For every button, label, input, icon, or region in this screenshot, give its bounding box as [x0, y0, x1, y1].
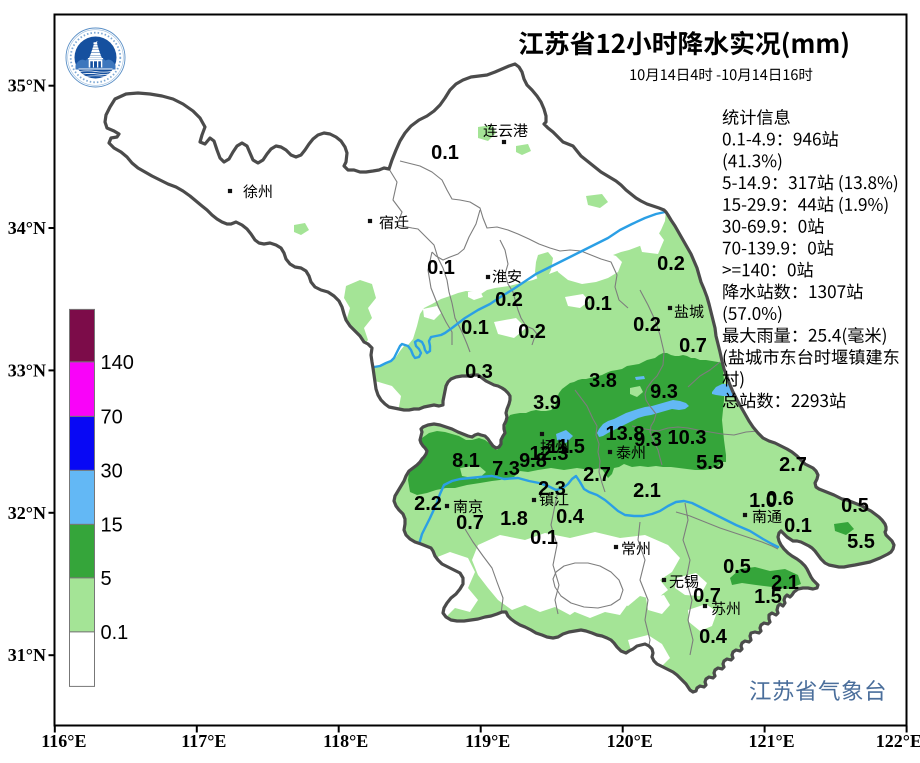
svg-text:0.2: 0.2: [518, 321, 546, 343]
svg-text:0.6: 0.6: [766, 488, 794, 510]
svg-text:118°E: 118°E: [323, 731, 368, 751]
svg-text:0.5: 0.5: [841, 495, 869, 517]
svg-text:3.9: 3.9: [533, 392, 561, 414]
svg-text:0.1: 0.1: [461, 317, 489, 339]
svg-text:70: 70: [101, 406, 123, 428]
svg-text:9.8: 9.8: [519, 450, 547, 472]
svg-text:30: 30: [101, 460, 123, 482]
svg-text:0.4: 0.4: [556, 506, 585, 528]
svg-text:116°E: 116°E: [41, 731, 86, 751]
svg-text:2.2: 2.2: [414, 493, 442, 515]
svg-text:5.5: 5.5: [696, 452, 724, 474]
svg-text:0.2: 0.2: [657, 253, 685, 275]
svg-text:15: 15: [101, 514, 123, 536]
svg-text:31°N: 31°N: [8, 645, 46, 665]
svg-text:0.1: 0.1: [530, 527, 558, 549]
svg-text:10.3: 10.3: [668, 427, 707, 449]
svg-text:3.8: 3.8: [589, 370, 617, 392]
svg-text:140: 140: [101, 352, 134, 374]
svg-text:120°E: 120°E: [607, 731, 653, 751]
svg-text:32°N: 32°N: [8, 503, 46, 523]
svg-text:2.3: 2.3: [538, 478, 566, 500]
svg-text:13.8: 13.8: [606, 423, 645, 445]
svg-text:0.2: 0.2: [495, 289, 523, 311]
svg-text:0.1: 0.1: [584, 293, 612, 315]
svg-text:0.2: 0.2: [633, 314, 661, 336]
svg-text:122°E: 122°E: [876, 731, 920, 751]
svg-text:0.7: 0.7: [693, 585, 721, 607]
svg-text:0.5: 0.5: [723, 556, 751, 578]
svg-text:5.5: 5.5: [847, 531, 875, 553]
svg-text:5: 5: [101, 568, 112, 590]
svg-text:2.7: 2.7: [583, 464, 611, 486]
svg-text:1.0: 1.0: [749, 490, 777, 512]
svg-text:2.7: 2.7: [779, 454, 807, 476]
svg-text:1.5: 1.5: [754, 586, 782, 608]
svg-text:0.7: 0.7: [456, 512, 484, 534]
svg-text:8.1: 8.1: [452, 450, 480, 472]
svg-text:34°N: 34°N: [8, 218, 46, 238]
svg-text:0.1: 0.1: [784, 515, 812, 537]
svg-text:33°N: 33°N: [8, 360, 46, 380]
svg-text:0.3: 0.3: [465, 361, 493, 383]
svg-text:0.1: 0.1: [431, 142, 459, 164]
svg-text:2.1: 2.1: [633, 480, 661, 502]
svg-text:35°N: 35°N: [8, 76, 46, 96]
svg-text:121°E: 121°E: [748, 731, 794, 751]
svg-text:9.3: 9.3: [650, 381, 678, 403]
svg-text:117°E: 117°E: [181, 731, 226, 751]
svg-text:0.1: 0.1: [427, 257, 455, 279]
svg-text:119°E: 119°E: [465, 731, 510, 751]
svg-text:0.4: 0.4: [699, 626, 728, 648]
svg-text:2.1: 2.1: [771, 572, 799, 594]
svg-text:7.3: 7.3: [492, 458, 520, 480]
svg-text:9.3: 9.3: [634, 429, 662, 451]
svg-text:0.1: 0.1: [101, 622, 129, 644]
svg-text:0.7: 0.7: [679, 335, 707, 357]
svg-text:1.8: 1.8: [500, 508, 528, 530]
